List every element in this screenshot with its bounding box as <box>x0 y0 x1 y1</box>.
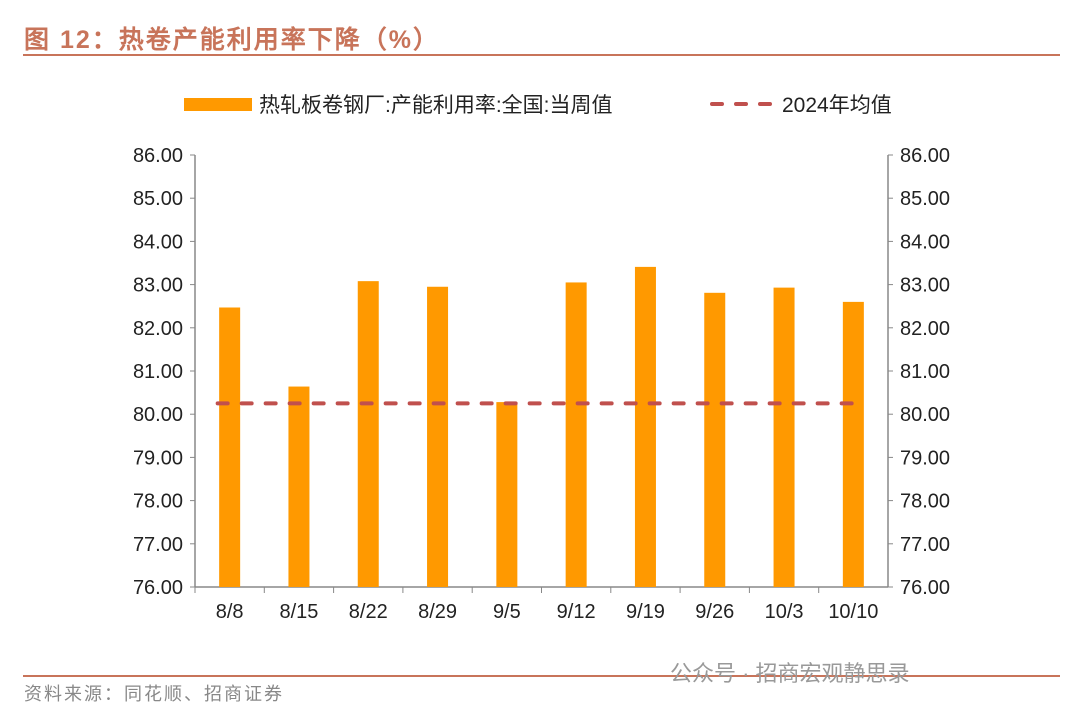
x-tick-label: 10/3 <box>765 601 804 623</box>
y-tick-label: 86.00 <box>133 145 183 167</box>
y-tick-label: 77.00 <box>133 534 183 556</box>
y-tick-label-right: 80.00 <box>900 404 950 426</box>
bar-9-26 <box>704 292 726 587</box>
y-tick-label-right: 81.00 <box>900 361 950 383</box>
bar-10-3 <box>773 287 795 587</box>
x-tick-label: 9/26 <box>695 601 734 623</box>
y-tick-label: 76.00 <box>133 577 183 599</box>
y-tick-label: 83.00 <box>133 275 183 297</box>
x-tick-label: 9/5 <box>493 601 521 623</box>
y-tick-label-right: 78.00 <box>900 491 950 513</box>
y-tick-label: 84.00 <box>133 231 183 253</box>
y-tick-label: 78.00 <box>133 491 183 513</box>
bar-10-10 <box>842 301 864 587</box>
legend-bar-swatch <box>184 98 252 111</box>
y-tick-label: 80.00 <box>133 404 183 426</box>
title-divider <box>23 54 1060 56</box>
y-tick-label-right: 86.00 <box>900 145 950 167</box>
watermark: 公众号 · 招商宏观静思录 <box>670 661 910 686</box>
legend-avg-label: 2024年均值 <box>782 94 892 117</box>
bar-9-5 <box>496 402 518 587</box>
y-tick-label: 82.00 <box>133 318 183 340</box>
y-tick-label-right: 85.00 <box>900 188 950 210</box>
bar-8-29 <box>427 286 449 587</box>
x-tick-label: 10/10 <box>828 601 878 623</box>
x-tick-label: 8/8 <box>216 601 244 623</box>
bar-9-12 <box>565 282 587 587</box>
source-note: 资料来源：同花顺、招商证券 <box>24 684 284 704</box>
y-tick-label: 81.00 <box>133 361 183 383</box>
x-tick-label: 8/15 <box>279 601 318 623</box>
y-tick-label-right: 79.00 <box>900 447 950 469</box>
chart-title: 图 12：热卷产能利用率下降（%） <box>24 26 440 54</box>
y-tick-label-right: 76.00 <box>900 577 950 599</box>
y-tick-label-right: 77.00 <box>900 534 950 556</box>
y-tick-label: 79.00 <box>133 447 183 469</box>
x-tick-label: 9/12 <box>557 601 596 623</box>
bar-8-8 <box>219 307 241 587</box>
y-tick-label-right: 84.00 <box>900 231 950 253</box>
bar-9-19 <box>634 266 656 587</box>
legend-bar-label: 热轧板卷钢厂:产能利用率:全国:当周值 <box>259 94 613 117</box>
bar-8-15 <box>288 386 310 587</box>
x-tick-label: 8/29 <box>418 601 457 623</box>
y-tick-label-right: 83.00 <box>900 275 950 297</box>
x-tick-label: 9/19 <box>626 601 665 623</box>
bar-8-22 <box>357 281 379 587</box>
y-tick-label-right: 82.00 <box>900 318 950 340</box>
y-tick-label: 85.00 <box>133 188 183 210</box>
footer-divider <box>23 675 1060 677</box>
x-tick-label: 8/22 <box>349 601 388 623</box>
